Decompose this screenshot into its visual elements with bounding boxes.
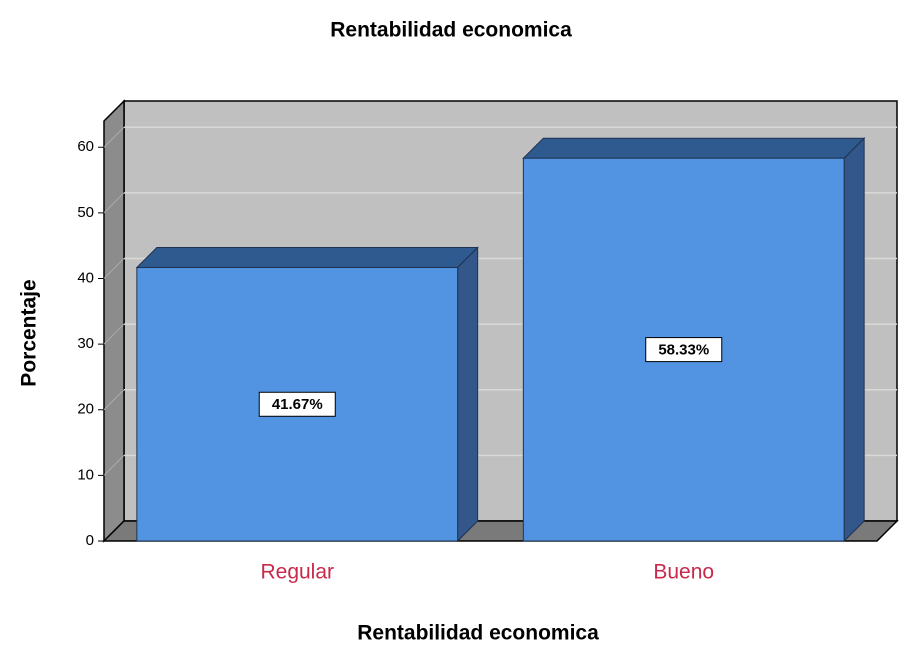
value-label: 41.67% bbox=[272, 396, 323, 413]
value-label: 58.33% bbox=[658, 342, 709, 359]
y-tick-label: 10 bbox=[77, 466, 94, 483]
grid-line bbox=[103, 389, 125, 411]
value-label-box bbox=[258, 391, 336, 417]
bar-top bbox=[135, 247, 479, 269]
y-tick-label: 30 bbox=[77, 335, 94, 352]
x-tick-label: Bueno bbox=[653, 561, 714, 584]
x-tick-label: Regular bbox=[260, 561, 334, 584]
value-label-box bbox=[645, 337, 723, 363]
grid-line bbox=[103, 192, 125, 214]
y-tick-label: 20 bbox=[77, 401, 94, 418]
y-axis-label: Porcentaje bbox=[18, 279, 41, 386]
bar-side bbox=[843, 137, 865, 543]
grid-line bbox=[103, 323, 125, 345]
y-tick-label: 50 bbox=[77, 204, 94, 221]
bar-side bbox=[457, 246, 479, 543]
left-wall bbox=[103, 99, 125, 543]
chart-title: Rentabilidad economica bbox=[330, 19, 572, 42]
bar-top bbox=[522, 137, 866, 159]
y-tick-label: 40 bbox=[77, 269, 94, 286]
grid-line bbox=[103, 455, 125, 476]
grid-line bbox=[103, 258, 125, 279]
y-tick-label: 60 bbox=[77, 138, 94, 155]
x-axis-label: Rentabilidad economica bbox=[357, 622, 599, 645]
grid-line bbox=[103, 126, 125, 148]
y-tick-label: 0 bbox=[86, 532, 94, 549]
